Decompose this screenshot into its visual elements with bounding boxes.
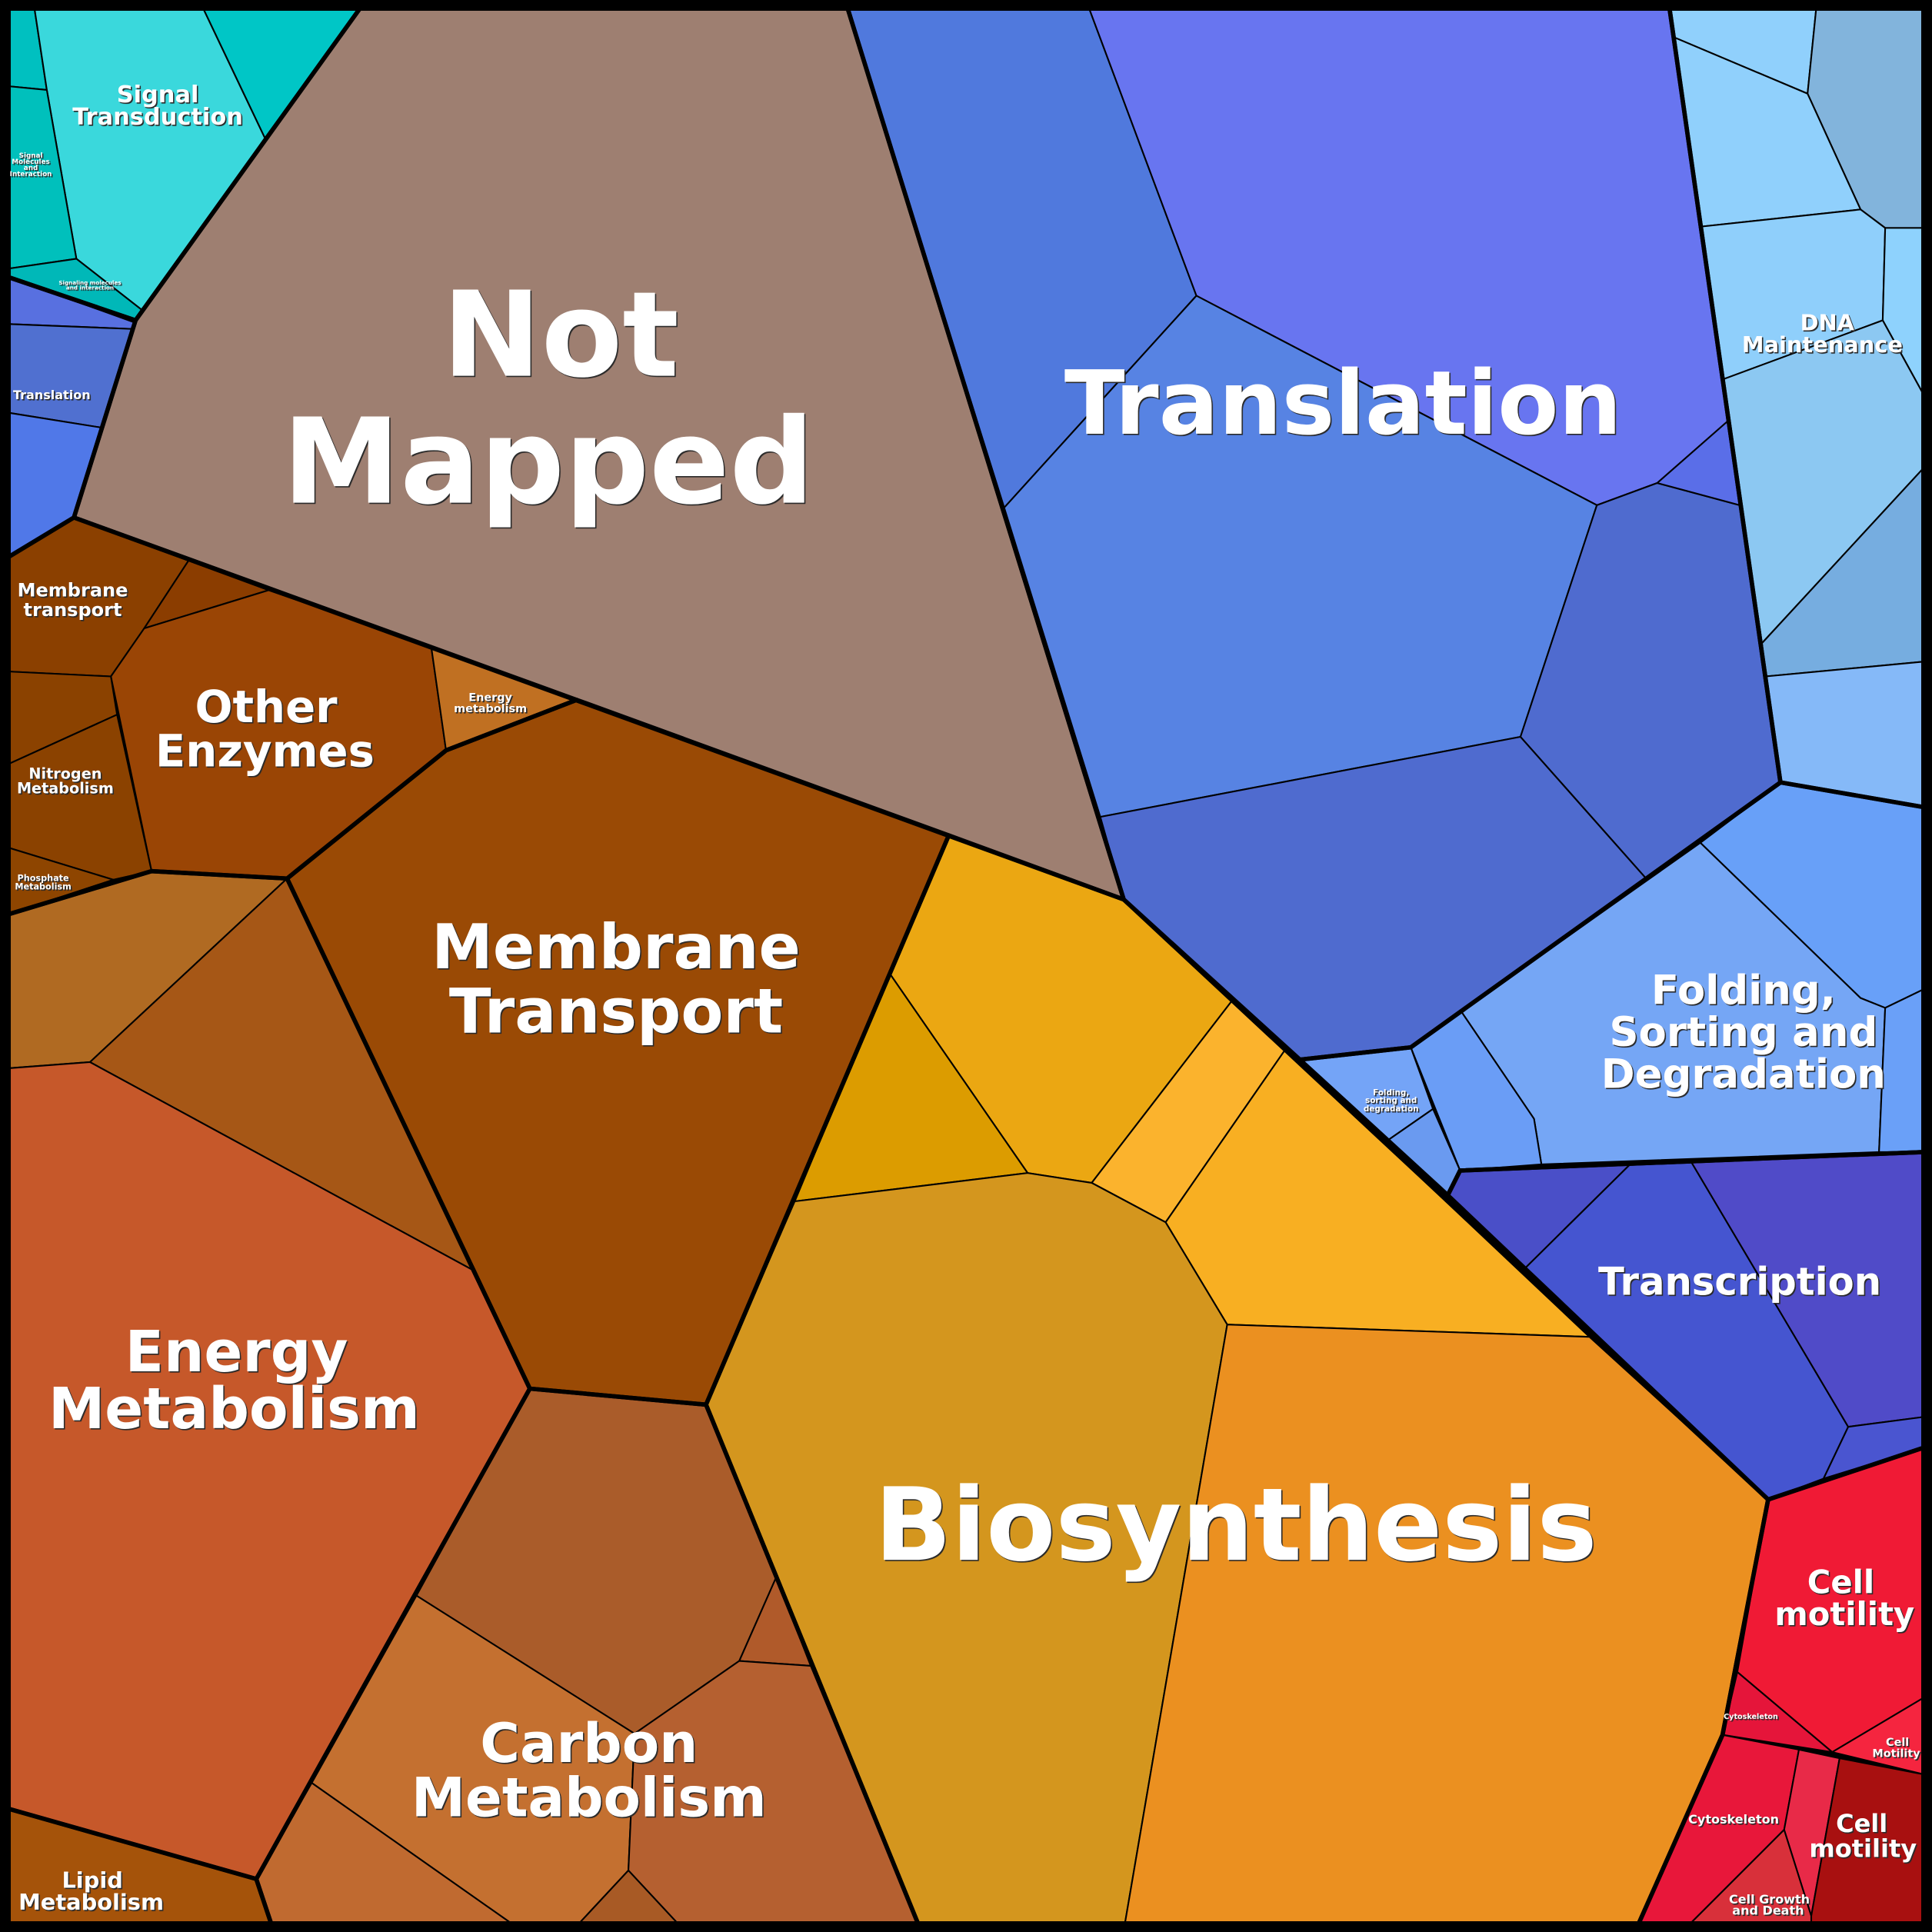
label-phosphate-metabolism: Phosphate Metabolism <box>15 873 71 891</box>
label-cell-growth-death: Cell Growth and Death <box>1729 1892 1810 1917</box>
label-signal-molecules: Signal Molecules and Interaction <box>10 152 52 178</box>
label-biosynthesis: Biosynthesis <box>874 1466 1597 1584</box>
label-translation: Translation <box>1064 352 1622 455</box>
label-cytoskeleton: Cytoskeleton <box>1688 1812 1779 1827</box>
label-cytoskeleton-small: Cytoskeleton <box>1724 1713 1778 1721</box>
label-other-enzymes: Other Enzymes <box>155 681 375 778</box>
label-membrane-transport-sub: Membrane transport <box>18 579 128 621</box>
label-carbon-metabolism: Carbon Metabolism <box>411 1712 767 1829</box>
label-folding: Folding, Sorting and Degradation <box>1601 968 1886 1098</box>
label-folding-sub: Folding, sorting and degradation <box>1364 1088 1419 1114</box>
label-signaling-molecules: Signaling molecules and interaction <box>58 279 121 291</box>
label-energy-metabolism: Energy Metabolism <box>48 1320 420 1442</box>
label-transcription: Transcription <box>1598 1260 1881 1304</box>
label-not-mapped: Not Mapped <box>282 267 814 531</box>
label-translation-sub: Translation <box>13 388 91 402</box>
label-energy-metabolism-sub: Energy metabolism <box>454 692 527 715</box>
label-lipid-metabolism: Lipid Metabolism <box>18 1867 164 1915</box>
label-cell-motility-small: Cell Motility <box>1872 1737 1920 1760</box>
label-signal-transduction: Signal Transduction <box>72 82 243 131</box>
label-cell-motility-sub: Cell motility <box>1809 1809 1917 1863</box>
label-membrane-transport: Membrane Transport <box>431 911 801 1047</box>
label-nitrogen-metabolism: Nitrogen Metabolism <box>17 764 114 797</box>
label-dna-maintenance: DNA Maintenance <box>1742 309 1903 358</box>
label-cell-motility: Cell motility <box>1774 1563 1914 1633</box>
cell-biosynthesis <box>1124 1324 1769 1924</box>
